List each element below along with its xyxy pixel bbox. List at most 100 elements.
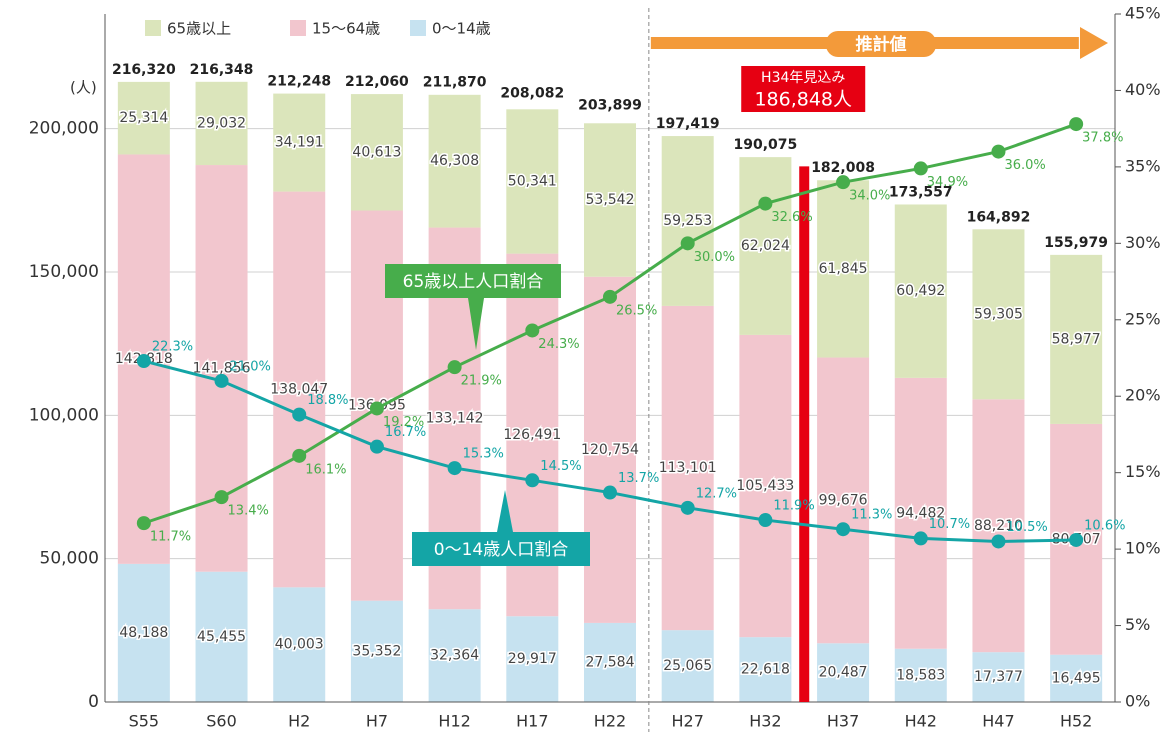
x-tick-label: H37 — [827, 712, 859, 731]
bar-segment — [894, 204, 947, 378]
callout-box — [412, 532, 590, 566]
bar-segment — [817, 643, 870, 702]
ratio-label: 30.0% — [694, 250, 735, 265]
callout-pointer — [497, 490, 513, 532]
total-label: 211,870 — [423, 75, 487, 91]
ratio-label: 34.9% — [927, 175, 968, 190]
ratio-label: 36.0% — [1004, 158, 1045, 173]
x-tick-label: H12 — [438, 712, 470, 731]
segment-label: 58,977 — [1052, 331, 1101, 347]
ratio-point — [447, 360, 462, 375]
ratio-point — [214, 490, 229, 505]
ratio-label: 21.9% — [461, 374, 502, 389]
y2-tick-label: 5% — [1125, 615, 1150, 634]
ratio-point — [680, 236, 695, 251]
legend-label: 0〜14歳 — [432, 20, 491, 38]
ratio-label: 14.5% — [540, 459, 581, 474]
ratio-point — [136, 516, 151, 531]
segment-label: 45,455 — [197, 629, 246, 645]
ratio-label: 18.8% — [307, 393, 348, 408]
ratio-point — [836, 522, 851, 537]
ratio-label: 10.6% — [1084, 518, 1125, 533]
segment-label: 133,142 — [426, 410, 484, 426]
bar-segment — [195, 81, 248, 166]
ratio-label: 15.3% — [463, 447, 504, 462]
ratio-point — [836, 175, 851, 190]
ratio-label: 19.2% — [383, 415, 424, 430]
ratio-point — [525, 323, 540, 338]
segment-label: 59,253 — [663, 213, 712, 229]
segment-label: 27,584 — [586, 654, 635, 670]
ratio-point — [758, 513, 773, 528]
ratio-point — [603, 485, 617, 500]
legend-swatch — [410, 20, 426, 36]
ratio-point — [292, 448, 307, 463]
bar-segment — [817, 357, 870, 644]
y-tick-label: 0 — [88, 692, 99, 712]
bar-segment — [584, 123, 636, 277]
segment-label: 61,845 — [819, 261, 868, 277]
ratio-label: 21.0% — [230, 359, 271, 374]
projection-arrow-head — [1080, 27, 1108, 59]
bar-segment — [506, 109, 559, 254]
x-tick-label: H27 — [671, 712, 703, 731]
ratio-point — [369, 401, 384, 416]
ratio-label: 34.0% — [849, 189, 890, 204]
ratio-point — [1069, 117, 1084, 132]
total-label: 164,892 — [967, 209, 1031, 225]
y-tick-label: 100,000 — [29, 405, 99, 425]
bar-segment — [350, 600, 403, 702]
ratio-label: 16.1% — [305, 462, 346, 477]
y2-tick-label: 25% — [1125, 309, 1161, 328]
callout-pointer — [468, 298, 484, 350]
bar-segment — [972, 229, 1025, 400]
ratio-point — [136, 354, 151, 369]
segment-label: 88,210 — [974, 518, 1023, 534]
bar-segment — [739, 157, 792, 335]
total-label: 173,557 — [889, 184, 953, 200]
callout-label: 65歳以上人口割合 — [403, 272, 544, 292]
bar-segment — [428, 94, 481, 228]
bar-segment — [817, 180, 870, 358]
segment-label: 48,188 — [119, 625, 168, 641]
total-label: 203,899 — [578, 97, 642, 113]
x-tick-label: H32 — [749, 712, 781, 731]
segment-label: 94,482 — [896, 505, 945, 521]
segment-label: 50,341 — [508, 173, 557, 189]
y-unit: (人) — [70, 79, 97, 97]
y-tick-label: 50,000 — [40, 549, 99, 569]
total-label: 216,320 — [112, 62, 176, 78]
ratio-label: 32.6% — [771, 210, 812, 225]
ratio-point — [680, 500, 695, 515]
segment-label: 99,676 — [819, 492, 868, 508]
bar-segment — [117, 563, 170, 702]
total-label: 208,082 — [500, 85, 564, 101]
x-tick-label: H2 — [288, 712, 310, 731]
bar-segment — [273, 191, 326, 588]
segment-label: 105,433 — [736, 478, 794, 494]
x-tick-label: H47 — [982, 712, 1014, 731]
x-tick-label: H42 — [905, 712, 937, 731]
segment-label: 25,065 — [663, 658, 712, 674]
callout-label: 0〜14歳人口割合 — [434, 540, 568, 560]
segment-label: 17,377 — [974, 669, 1023, 685]
segment-label: 126,491 — [503, 427, 561, 443]
bar-segment — [1050, 654, 1103, 702]
segment-label: 138,047 — [270, 381, 328, 397]
marker-box — [741, 66, 866, 112]
y2-tick-label: 15% — [1125, 462, 1161, 481]
bar-segment — [972, 652, 1025, 702]
total-label: 212,060 — [345, 74, 409, 90]
ratio-point — [1069, 532, 1084, 547]
x-tick-label: H17 — [516, 712, 548, 731]
ratio-label: 37.8% — [1082, 131, 1123, 146]
y2-tick-label: 35% — [1125, 156, 1161, 175]
x-tick-label: S55 — [129, 712, 160, 731]
segment-label: 22,618 — [741, 662, 790, 678]
total-label: 182,008 — [811, 160, 875, 176]
total-label: 197,419 — [656, 116, 720, 132]
bar-segment — [739, 637, 792, 702]
y-tick-label: 150,000 — [29, 262, 99, 282]
bar-segment — [661, 136, 714, 306]
segment-label: 141,856 — [193, 360, 251, 376]
